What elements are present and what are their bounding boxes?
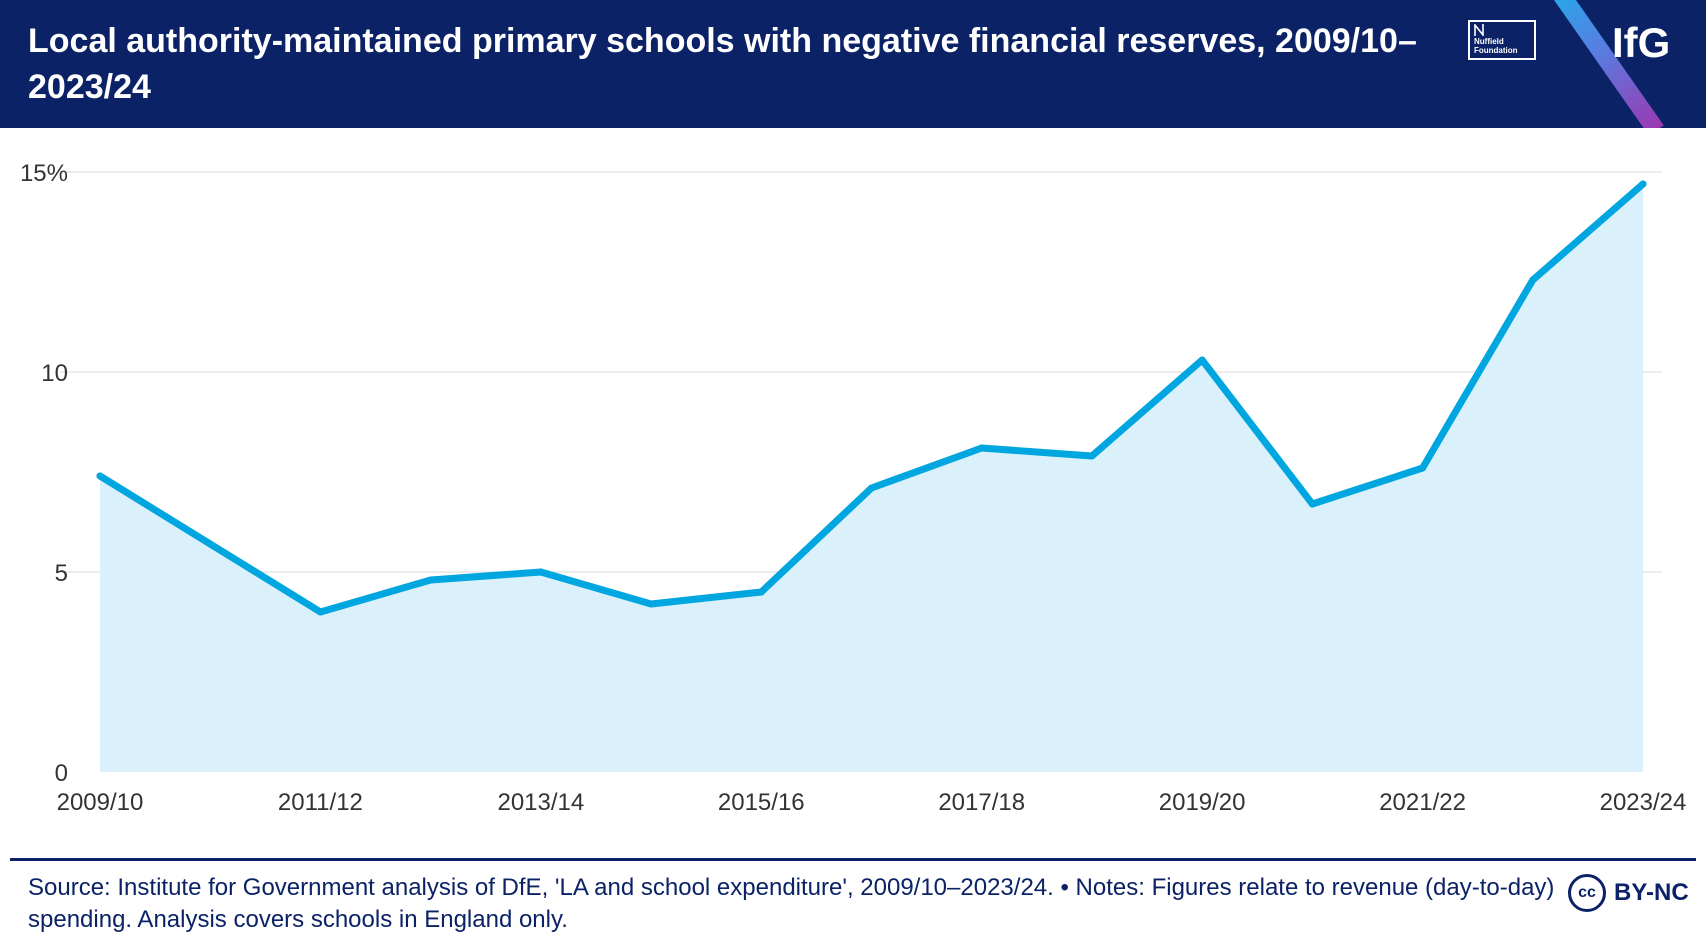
data-point-2013/14 bbox=[537, 568, 545, 576]
data-point-2015/16 bbox=[757, 588, 765, 596]
chart-title: Local authority-maintained primary schoo… bbox=[28, 22, 1417, 106]
cc-icon: cc bbox=[1568, 874, 1606, 912]
y-tick-label: 10 bbox=[41, 360, 68, 387]
license-badge: cc BY-NC bbox=[1568, 874, 1700, 918]
data-point-2011/12 bbox=[316, 608, 324, 616]
data-point-2022/23 bbox=[1529, 276, 1537, 284]
y-axis: 0 5 10 15% bbox=[20, 160, 68, 787]
data-point-2021/22 bbox=[1419, 464, 1427, 472]
data-points bbox=[96, 180, 1647, 616]
license-label: BY-NC bbox=[1614, 879, 1689, 906]
data-point-2010/11 bbox=[206, 540, 214, 548]
data-point-2012/13 bbox=[427, 576, 435, 584]
data-point-2019/20 bbox=[1198, 356, 1206, 364]
data-point-2014/15 bbox=[647, 600, 655, 608]
y-tick-label: 5 bbox=[55, 560, 68, 587]
x-tick-label: 2011/12 bbox=[278, 789, 363, 816]
x-tick-label: 2023/24 bbox=[1600, 789, 1687, 816]
header-banner: Local authority-maintained primary schoo… bbox=[0, 0, 1706, 128]
nuffield-foundation-logo: Nuffield Foundation bbox=[1468, 20, 1536, 60]
x-axis: 2009/10 2011/12 2013/14 2015/16 2017/18 2019/… bbox=[57, 789, 1687, 816]
data-point-2009/10 bbox=[96, 472, 104, 480]
data-point-2020/21 bbox=[1308, 500, 1316, 508]
ifg-logo: IfG bbox=[1612, 19, 1671, 66]
nuffield-logo-text: Nuffield Foundation bbox=[1474, 37, 1518, 55]
y-tick-label: 0 bbox=[55, 760, 68, 787]
x-tick-label: 2017/18 bbox=[938, 789, 1025, 816]
x-tick-label: 2009/10 bbox=[57, 789, 144, 816]
x-tick-label: 2015/16 bbox=[718, 789, 805, 816]
data-point-2017/18 bbox=[978, 444, 986, 452]
data-point-2018/19 bbox=[1088, 452, 1096, 460]
footer-divider bbox=[10, 858, 1696, 861]
area-fill bbox=[100, 184, 1643, 772]
source-note: Source: Institute for Government analysi… bbox=[28, 874, 1555, 933]
area-chart: 0 5 10 15% 2009/10 2011/12 2013/14 2015/16 2017… bbox=[20, 160, 1687, 816]
data-point-2016/17 bbox=[868, 484, 875, 492]
y-tick-label: 15% bbox=[20, 160, 68, 187]
x-tick-label: 2013/14 bbox=[497, 789, 584, 816]
x-tick-label: 2021/22 bbox=[1379, 789, 1466, 816]
x-tick-label: 2019/20 bbox=[1159, 789, 1246, 816]
nuffield-n-icon bbox=[1474, 24, 1484, 36]
data-point-2023/24 bbox=[1639, 180, 1647, 188]
